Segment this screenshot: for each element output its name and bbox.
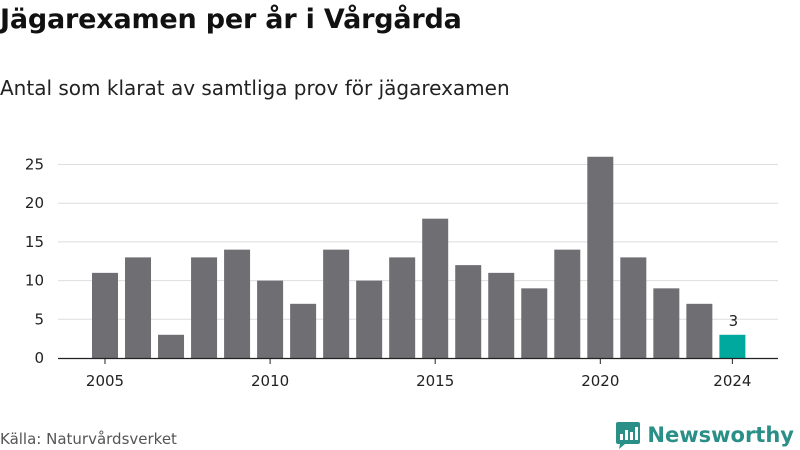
bar-2015 bbox=[422, 218, 449, 358]
bar-2020 bbox=[587, 156, 614, 358]
newsworthy-logo-icon bbox=[616, 422, 641, 449]
bar-2013 bbox=[356, 280, 383, 358]
bar-2016 bbox=[455, 265, 482, 358]
data-label-2024: 3 bbox=[729, 312, 739, 330]
x-axis-ticks: 2005 2010 2015 2020 2024 bbox=[86, 358, 751, 390]
x-tick-label: 2010 bbox=[251, 372, 289, 390]
bar-2021 bbox=[620, 257, 647, 358]
chart-subtitle: Antal som klarat av samtliga prov för jä… bbox=[0, 76, 510, 100]
bar-2006 bbox=[125, 257, 152, 358]
bar-2005 bbox=[92, 272, 118, 358]
bar-2010 bbox=[257, 280, 284, 358]
source-note: Källa: Naturvårdsverket bbox=[0, 430, 177, 448]
chart-title: Jägarexamen per år i Vårgårda bbox=[0, 4, 462, 35]
bar-2017 bbox=[488, 272, 515, 358]
y-tick-label: 15 bbox=[25, 233, 44, 251]
bar-2008 bbox=[191, 257, 218, 358]
bar-2024 bbox=[719, 334, 746, 358]
y-tick-label: 0 bbox=[34, 349, 44, 367]
y-tick-label: 20 bbox=[25, 194, 44, 212]
bar-2011 bbox=[290, 303, 317, 358]
y-axis-ticks: 0 5 10 15 20 25 bbox=[25, 156, 44, 368]
data-labels: 3 bbox=[729, 312, 739, 330]
bar-2014 bbox=[389, 257, 416, 358]
bar-2009 bbox=[224, 249, 251, 358]
bar-2007 bbox=[158, 334, 185, 358]
bar-2018 bbox=[521, 288, 548, 358]
y-tick-label: 5 bbox=[34, 310, 44, 328]
bar-2023 bbox=[686, 303, 713, 358]
brand-name: Newsworthy bbox=[647, 423, 794, 447]
bar-chart: 0 5 10 15 20 25 2005 2010 2015 2020 2024 3 bbox=[25, 156, 778, 390]
x-tick-label: 2015 bbox=[416, 372, 454, 390]
bar-2019 bbox=[554, 249, 581, 358]
x-tick-label: 2005 bbox=[86, 372, 124, 390]
x-tick-label: 2020 bbox=[581, 372, 619, 390]
bars bbox=[92, 156, 746, 358]
bar-2022 bbox=[653, 288, 680, 358]
y-tick-label: 10 bbox=[25, 272, 44, 290]
x-tick-label: 2024 bbox=[713, 372, 751, 390]
y-tick-label: 25 bbox=[25, 156, 44, 174]
bar-2012 bbox=[323, 249, 350, 358]
brand-logo: Newsworthy bbox=[615, 421, 794, 449]
